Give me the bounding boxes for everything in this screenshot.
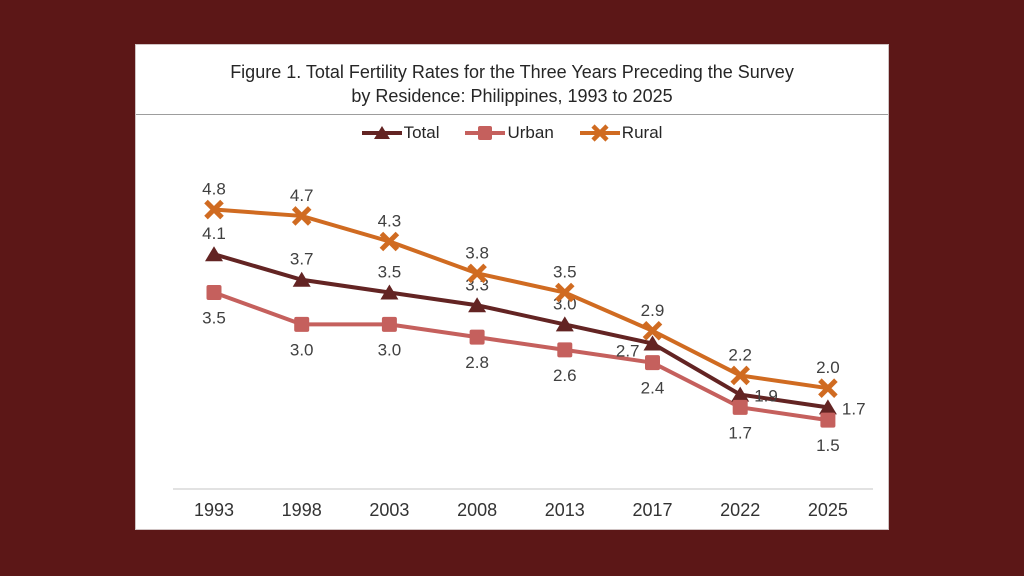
- x-tick-2022: 2022: [720, 500, 760, 520]
- chart-title-line2: by Residence: Philippines, 1993 to 2025: [351, 86, 673, 106]
- point-rural-2017: [642, 321, 663, 341]
- data-label-urban-1998: 3.0: [290, 340, 314, 359]
- series-line-rural: [213, 207, 829, 391]
- data-label-rural-1993: 4.8: [202, 180, 226, 199]
- point-total-1993: [205, 246, 223, 262]
- legend-item-urban: Urban: [465, 123, 554, 143]
- series-line-urban: [213, 290, 829, 423]
- point-urban-2013: [557, 342, 573, 358]
- point-total-2013: [555, 316, 574, 332]
- chart-legend: Total Urban Rural: [136, 123, 888, 143]
- point-total-2008: [468, 297, 487, 313]
- data-label-rural-2022: 2.2: [728, 345, 752, 364]
- point-rural-1998: [291, 206, 312, 226]
- data-label-total-1998: 3.7: [290, 250, 314, 269]
- point-urban-2025: [820, 412, 836, 428]
- data-label-total-2022: 1.9: [754, 387, 778, 406]
- square-legend-marker-icon: [465, 126, 506, 140]
- x-tick-1998: 1998: [282, 500, 322, 520]
- x-tick-1993: 1993: [194, 500, 234, 520]
- legend-item-rural: Rural: [579, 123, 663, 143]
- data-label-rural-2017: 2.9: [641, 301, 665, 320]
- point-rural-2025: [818, 378, 838, 398]
- data-label-rural-2013: 3.5: [553, 262, 577, 281]
- data-label-urban-2025: 1.5: [816, 436, 840, 455]
- data-label-urban-2008: 2.8: [465, 353, 489, 372]
- data-label-total-2017: 2.7: [616, 342, 640, 361]
- point-total-2025: [818, 399, 837, 415]
- data-label-rural-2003: 4.3: [378, 211, 402, 230]
- x-tick-2008: 2008: [457, 500, 497, 520]
- x-tick-2003: 2003: [369, 500, 409, 520]
- point-total-1998: [292, 271, 311, 287]
- chart-panel: Figure 1. Total Fertility Rates for the …: [135, 44, 889, 530]
- chart-title-line1: Figure 1. Total Fertility Rates for the …: [230, 62, 794, 82]
- point-rural-2022: [730, 365, 750, 386]
- data-label-urban-1993: 3.5: [202, 308, 226, 327]
- data-label-rural-2008: 3.8: [465, 243, 489, 262]
- point-rural-2008: [467, 263, 487, 284]
- x-tick-2017: 2017: [632, 500, 672, 520]
- x-tick-2013: 2013: [545, 500, 585, 520]
- x-tick-2025: 2025: [808, 500, 848, 520]
- chart-title: Figure 1. Total Fertility Rates for the …: [136, 60, 888, 108]
- point-rural-2013: [555, 282, 575, 303]
- title-divider: [136, 114, 888, 115]
- data-label-total-1993: 4.1: [202, 224, 226, 243]
- legend-label-rural: Rural: [621, 123, 663, 142]
- data-label-urban-2022: 1.7: [728, 423, 752, 442]
- legend-label-urban: Urban: [507, 123, 554, 142]
- point-rural-2003: [379, 231, 400, 252]
- triangle-legend-marker-icon: [361, 126, 402, 139]
- data-label-urban-2003: 3.0: [378, 340, 402, 359]
- series-line-total: [213, 252, 829, 410]
- data-label-rural-2025: 2.0: [816, 358, 840, 377]
- x-legend-marker-icon: [579, 124, 620, 142]
- point-urban-1998: [294, 316, 310, 332]
- point-total-2003: [380, 284, 399, 300]
- point-urban-2022: [732, 399, 748, 415]
- point-total-2017: [643, 335, 662, 351]
- point-total-2022: [731, 386, 750, 402]
- point-rural-1993: [204, 199, 224, 220]
- point-urban-1993: [206, 284, 222, 300]
- data-label-urban-2013: 2.6: [553, 366, 577, 385]
- point-urban-2017: [645, 355, 660, 371]
- point-urban-2003: [381, 316, 397, 332]
- chart-plot-area: 1993 1998 2003 2008 2013 2017 2022 2025 4.1 3.7 3.…: [173, 180, 873, 520]
- legend-label-total: Total: [403, 123, 440, 142]
- point-urban-2008: [469, 329, 485, 345]
- data-label-total-2025: 1.7: [842, 399, 866, 418]
- data-label-rural-1998: 4.7: [290, 186, 314, 205]
- legend-item-total: Total: [361, 123, 440, 143]
- data-label-total-2003: 3.5: [378, 262, 402, 281]
- data-label-urban-2017: 2.4: [641, 379, 665, 398]
